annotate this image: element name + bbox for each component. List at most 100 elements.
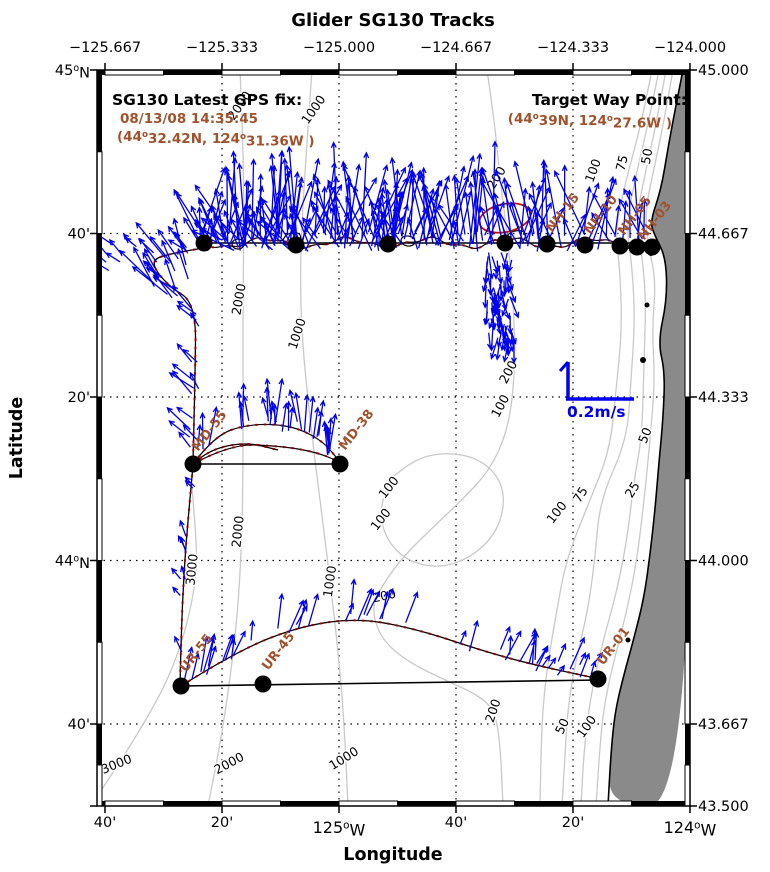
gps-fix-header: SG130 Latest GPS fix: — [112, 91, 302, 109]
tick-label-bottom: 124oW — [664, 818, 717, 840]
current-vector — [508, 325, 517, 345]
current-vector — [261, 396, 269, 417]
tick-label-left: 40' — [68, 227, 90, 243]
tick-label-top: −124.000 — [654, 40, 726, 56]
station-dot — [184, 455, 202, 473]
current-vector — [327, 417, 334, 448]
contour-line-c100_bank — [380, 453, 504, 567]
tick-label-top: −125.000 — [303, 40, 375, 56]
current-vector — [176, 304, 197, 321]
contour-depth-label: 2000 — [228, 515, 246, 548]
current-vector — [255, 220, 292, 251]
current-vector — [623, 187, 648, 236]
axis-tick-labels: −125.667 −125.333 −125.000 −124.667 −124.333… — [55, 40, 749, 840]
current-vector — [579, 652, 591, 678]
current-vector — [310, 199, 327, 236]
current-vector — [513, 160, 534, 237]
tick-label-right: 44.667 — [698, 227, 749, 243]
current-vector — [641, 198, 648, 238]
contour-line-c25 — [595, 70, 674, 806]
current-vector — [468, 152, 483, 247]
station-dot — [538, 235, 556, 253]
current-vector — [288, 599, 305, 634]
current-vector — [370, 186, 386, 247]
current-vector — [496, 332, 503, 348]
current-vector — [144, 247, 156, 269]
current-vector — [409, 176, 428, 246]
current-vector — [562, 217, 577, 248]
current-vector — [507, 259, 514, 273]
tick-label-left: 20' — [68, 390, 90, 406]
tick-label-left: 40' — [68, 717, 90, 733]
land-polygon — [609, 70, 690, 806]
station-dot — [287, 236, 305, 254]
frame-segment — [163, 70, 222, 75]
current-vector — [289, 406, 295, 429]
current-vector — [536, 201, 552, 235]
track-line — [192, 443, 279, 465]
current-vector — [203, 636, 216, 672]
station-dot — [628, 238, 646, 256]
target-waypoint-coordinates: (44o39N, 124o27.6W ) — [508, 111, 672, 131]
coastline — [607, 70, 684, 806]
current-vector — [184, 646, 194, 679]
current-vector — [232, 630, 246, 656]
tick-label-right: 43.500 — [698, 799, 749, 815]
current-vector — [241, 225, 258, 247]
current-vector — [556, 664, 566, 676]
current-vector — [597, 175, 615, 250]
current-vector — [519, 187, 529, 249]
current-vector — [626, 189, 633, 239]
current-vector — [124, 237, 137, 248]
current-vector — [557, 642, 567, 662]
current-vector — [496, 306, 505, 331]
current-vector — [392, 161, 414, 238]
current-vector — [589, 178, 617, 250]
station-dot — [379, 235, 397, 253]
velocity-scale: 0.2m/s — [558, 361, 634, 421]
current-vector — [257, 173, 264, 236]
current-vector — [303, 393, 310, 433]
frame-segment — [685, 560, 690, 643]
scale-label: 0.2m/s — [567, 403, 626, 421]
current-vector — [264, 377, 272, 420]
current-vector — [497, 265, 504, 284]
current-vector — [178, 431, 191, 448]
tick-label-top: −124.333 — [537, 40, 609, 56]
current-vector — [184, 480, 194, 489]
current-vector — [118, 249, 155, 284]
frame-segment — [685, 70, 690, 152]
current-vector — [470, 170, 484, 241]
current-vector — [498, 285, 504, 302]
contour-depth-label: 75 — [612, 153, 630, 172]
current-vector — [171, 285, 192, 309]
current-vector — [504, 630, 522, 661]
current-vector — [534, 210, 541, 243]
current-vector — [249, 619, 256, 641]
frame-segment — [163, 801, 222, 806]
current-vector — [208, 406, 219, 447]
current-vector — [139, 237, 158, 263]
current-vector — [343, 174, 352, 249]
current-vector — [316, 399, 326, 438]
current-vector — [561, 164, 568, 236]
current-vector — [491, 140, 498, 236]
current-vector — [193, 222, 215, 238]
current-vector — [389, 156, 403, 237]
contour-depth-label: 1000 — [320, 565, 339, 599]
current-vector — [314, 183, 343, 235]
current-vector — [579, 651, 586, 666]
current-vector — [199, 411, 206, 450]
current-vector — [321, 420, 329, 456]
contour-depth-label: 50 — [638, 147, 656, 165]
current-vector — [379, 587, 394, 620]
current-vector — [182, 424, 198, 440]
current-vector — [366, 590, 381, 617]
current-vector — [286, 145, 298, 238]
current-vector — [174, 231, 189, 254]
frame-segment — [97, 397, 102, 479]
current-vector — [443, 183, 455, 250]
current-vector — [196, 423, 203, 448]
frame-segment — [397, 801, 456, 806]
frame-segment — [280, 70, 339, 75]
